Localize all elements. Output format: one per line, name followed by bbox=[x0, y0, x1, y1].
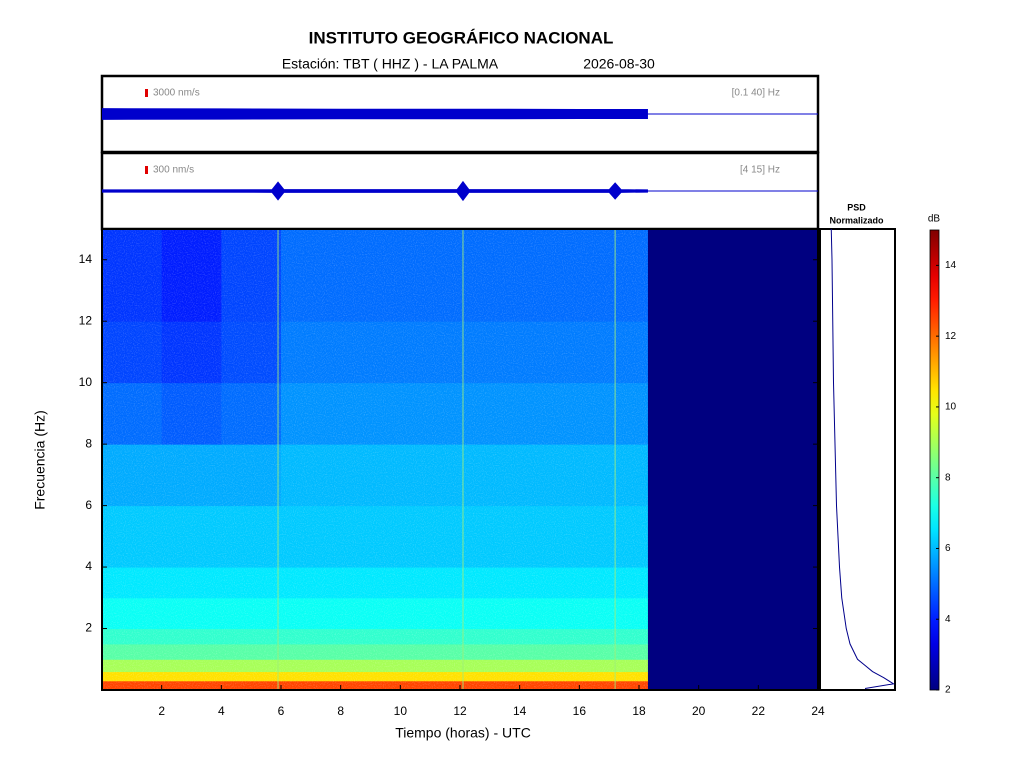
psd-title: Normalizado bbox=[829, 215, 884, 225]
colorbar-tick-label: 14 bbox=[945, 260, 957, 271]
x-tick-label: 6 bbox=[278, 704, 285, 718]
x-tick-label: 22 bbox=[752, 704, 766, 718]
psd-title: PSD bbox=[847, 202, 866, 212]
scale-bar bbox=[145, 89, 148, 97]
y-tick-label: 4 bbox=[85, 559, 92, 573]
heatmap-cell bbox=[647, 659, 819, 673]
y-tick-label: 8 bbox=[85, 436, 92, 450]
band-label: [0.1 40] Hz bbox=[732, 88, 780, 99]
x-tick-label: 8 bbox=[337, 704, 344, 718]
colorbar-tick-label: 6 bbox=[945, 543, 951, 554]
date: 2026-08-30 bbox=[583, 56, 655, 72]
scale-label: 300 nm/s bbox=[153, 165, 194, 176]
y-tick-label: 10 bbox=[79, 375, 93, 389]
x-tick-label: 16 bbox=[573, 704, 587, 718]
heatmap-cell bbox=[647, 628, 819, 645]
x-tick-label: 4 bbox=[218, 704, 225, 718]
texture bbox=[102, 229, 648, 690]
trace-fill bbox=[102, 108, 648, 120]
y-tick-label: 2 bbox=[85, 621, 92, 635]
colorbar-tick-label: 2 bbox=[945, 685, 951, 696]
title: INSTITUTO GEOGRÁFICO NACIONAL bbox=[309, 28, 614, 47]
x-axis-label: Tiempo (horas) - UTC bbox=[395, 725, 531, 741]
trace-lower bbox=[101, 191, 648, 202]
y-axis-label: Frecuencia (Hz) bbox=[32, 410, 48, 510]
colorbar-tick-label: 4 bbox=[945, 614, 951, 625]
colorbar bbox=[929, 229, 940, 691]
x-tick-label: 14 bbox=[513, 704, 527, 718]
trace-fill bbox=[102, 181, 648, 201]
x-tick-label: 20 bbox=[692, 704, 706, 718]
x-tick-label: 2 bbox=[158, 704, 165, 718]
x-tick-label: 24 bbox=[811, 704, 825, 718]
y-tick-label: 12 bbox=[79, 313, 93, 327]
heatmap-cell bbox=[647, 321, 819, 384]
heatmap-cell bbox=[647, 567, 819, 599]
x-tick-label: 18 bbox=[632, 704, 646, 718]
heatmap-cell bbox=[647, 671, 819, 682]
x-tick-label: 12 bbox=[453, 704, 467, 718]
colorbar-tick-label: 12 bbox=[945, 331, 957, 342]
trace-lower bbox=[101, 118, 648, 120]
y-tick-label: 6 bbox=[85, 498, 92, 512]
heatmap-cell bbox=[647, 643, 819, 660]
x-tick-label: 10 bbox=[394, 704, 408, 718]
heatmap-cell bbox=[647, 229, 819, 322]
heatmap-cell bbox=[647, 597, 819, 630]
psd-frame bbox=[819, 228, 896, 691]
heatmap-cell bbox=[647, 505, 819, 568]
subtitle: Estación: TBT ( HHZ ) - LA PALMA bbox=[282, 56, 499, 72]
trace-upper bbox=[101, 180, 648, 191]
colorbar-tick-label: 8 bbox=[945, 472, 951, 483]
scale-label: 3000 nm/s bbox=[153, 88, 200, 99]
colorbar-label: dB bbox=[928, 214, 941, 225]
scale-bar bbox=[145, 166, 148, 174]
heatmap-cell bbox=[647, 444, 819, 507]
y-tick-label: 14 bbox=[79, 252, 93, 266]
psd-line bbox=[830, 228, 895, 689]
heatmap-cell bbox=[647, 680, 819, 691]
heatmap-cell bbox=[647, 382, 819, 445]
band-label: [4 15] Hz bbox=[740, 165, 780, 176]
colorbar-tick-label: 10 bbox=[945, 402, 957, 413]
trace-upper bbox=[101, 108, 648, 110]
